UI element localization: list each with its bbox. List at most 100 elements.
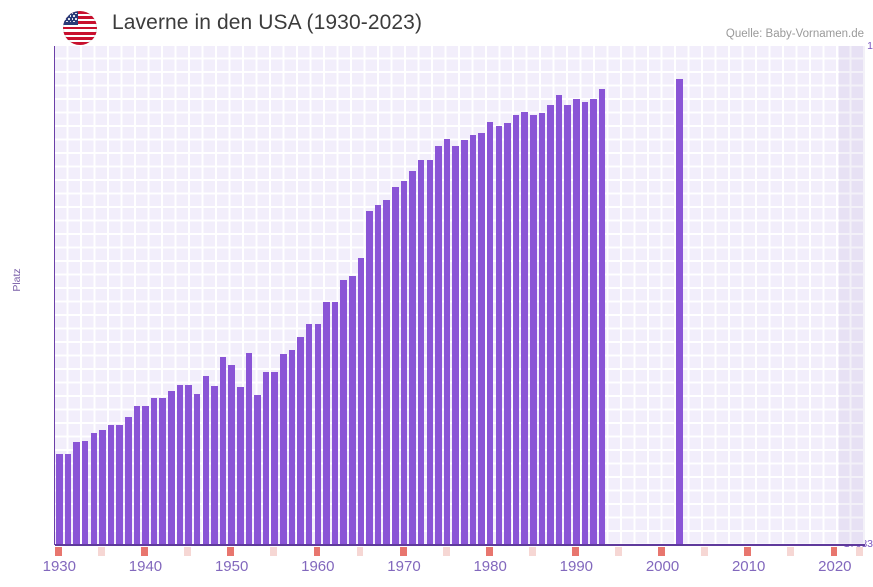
bar[interactable] xyxy=(133,406,141,545)
x-axis-line xyxy=(55,544,865,546)
bar[interactable] xyxy=(271,372,278,545)
plot-area xyxy=(55,46,865,545)
bar[interactable] xyxy=(236,386,244,545)
decade-marker-2020 xyxy=(830,547,838,556)
bar[interactable] xyxy=(564,104,571,545)
bar[interactable] xyxy=(228,365,235,545)
bar[interactable] xyxy=(495,126,503,545)
bar[interactable] xyxy=(461,140,468,545)
bar[interactable] xyxy=(521,112,528,545)
bar[interactable] xyxy=(435,145,442,545)
bar[interactable] xyxy=(314,324,322,545)
bar[interactable] xyxy=(357,257,365,545)
x-axis-tick-2010: 2010 xyxy=(731,558,766,575)
bar[interactable] xyxy=(409,171,416,545)
bar[interactable] xyxy=(417,160,425,545)
x-axis-tick-labels: 1930 1940 1950 1960 1970 1980 1990 2000 2010 2020 xyxy=(0,558,873,584)
half-decade-marker-2015 xyxy=(787,547,795,556)
bar[interactable] xyxy=(349,276,356,545)
half-decade-marker-1935 xyxy=(98,547,105,556)
bar[interactable] xyxy=(245,352,253,545)
bar[interactable] xyxy=(486,121,494,545)
bar[interactable] xyxy=(297,337,304,545)
bar[interactable] xyxy=(366,211,373,545)
bar[interactable] xyxy=(211,385,218,545)
x-axis-tick-1950: 1950 xyxy=(214,558,249,575)
bar[interactable] xyxy=(529,114,537,545)
bar[interactable] xyxy=(598,89,606,545)
bar[interactable] xyxy=(538,113,546,545)
bar[interactable] xyxy=(426,160,434,545)
x-axis-tick-1930: 1930 xyxy=(42,558,76,575)
bar[interactable] xyxy=(159,397,166,545)
bar[interactable] xyxy=(392,187,399,545)
bar[interactable] xyxy=(202,375,210,545)
bar[interactable] xyxy=(305,324,313,545)
bar[interactable] xyxy=(81,440,89,545)
bar[interactable] xyxy=(400,181,408,545)
bar[interactable] xyxy=(150,397,158,545)
bar[interactable] xyxy=(443,138,451,545)
decade-marker-2010 xyxy=(744,547,752,556)
bar[interactable] xyxy=(331,301,339,545)
flag-stripes xyxy=(63,11,97,45)
half-decade-marker-1945 xyxy=(184,547,192,556)
bar[interactable] xyxy=(185,385,192,545)
x-axis-tick-2020: 2020 xyxy=(818,558,852,575)
bar[interactable] xyxy=(374,205,382,545)
x-axis-tick-2000: 2000 xyxy=(645,558,680,575)
bar[interactable] xyxy=(676,79,683,545)
bar[interactable] xyxy=(547,104,554,545)
half-decade-marker-1975 xyxy=(442,547,450,556)
half-decade-marker-2005 xyxy=(701,547,709,556)
bar[interactable] xyxy=(280,353,287,545)
source-attribution: Quelle: Baby-Vornamen.de xyxy=(725,28,864,40)
bar[interactable] xyxy=(262,372,270,545)
bar[interactable] xyxy=(504,123,511,545)
bar[interactable] xyxy=(124,416,132,545)
bar[interactable] xyxy=(323,301,330,545)
bar[interactable] xyxy=(176,385,184,545)
bar[interactable] xyxy=(254,395,261,545)
bar[interactable] xyxy=(340,280,347,545)
bar[interactable] xyxy=(219,356,227,545)
bar[interactable] xyxy=(56,453,63,545)
bar[interactable] xyxy=(73,441,80,545)
y-axis-label: Platz xyxy=(11,268,23,292)
bar[interactable] xyxy=(452,145,459,545)
bar[interactable] xyxy=(64,453,72,545)
flag-canton xyxy=(63,11,78,25)
x-axis-tick-1980: 1980 xyxy=(473,558,507,575)
half-decade-marker-1955 xyxy=(270,547,278,556)
bar[interactable] xyxy=(478,133,485,545)
bar[interactable] xyxy=(555,95,563,545)
decade-marker-1930 xyxy=(55,547,62,556)
bar[interactable] xyxy=(193,393,201,545)
half-decade-marker-1985 xyxy=(528,547,536,556)
bar[interactable] xyxy=(107,425,115,545)
bar[interactable] xyxy=(142,406,149,545)
bar[interactable] xyxy=(573,99,580,545)
decade-marker-1990 xyxy=(572,547,579,556)
year-marker-row xyxy=(55,547,865,556)
decade-marker-2000 xyxy=(658,547,666,556)
decade-marker-1970 xyxy=(399,547,407,556)
bar[interactable] xyxy=(512,114,520,545)
bar[interactable] xyxy=(383,199,391,545)
decade-marker-1980 xyxy=(485,547,493,556)
decade-marker-1960 xyxy=(313,547,321,556)
bar[interactable] xyxy=(288,349,296,545)
bar[interactable] xyxy=(99,429,106,545)
bar[interactable] xyxy=(90,433,98,545)
half-decade-marker-2023 xyxy=(856,547,864,556)
x-axis-tick-1940: 1940 xyxy=(128,558,163,575)
bar[interactable] xyxy=(581,102,589,545)
page-title: Laverne in den USA (1930-2023) xyxy=(112,11,423,34)
bar[interactable] xyxy=(168,390,175,545)
x-axis-tick-1990: 1990 xyxy=(559,558,594,575)
half-decade-marker-1965 xyxy=(356,547,364,556)
bar[interactable] xyxy=(116,425,123,545)
bar[interactable] xyxy=(469,134,477,545)
bar[interactable] xyxy=(590,99,597,545)
